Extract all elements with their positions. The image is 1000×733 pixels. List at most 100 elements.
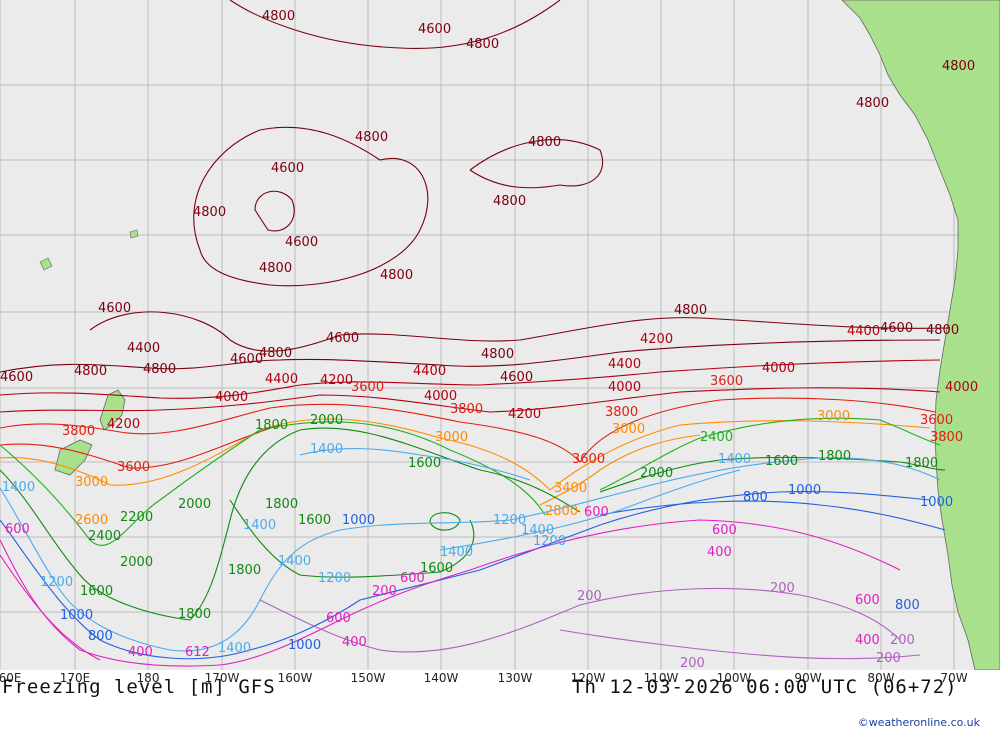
contour-line (0, 339, 941, 373)
contour-value-label: 1800 (905, 456, 938, 471)
longitude-label: 110W (643, 671, 679, 685)
contour-value-label: 4800 (259, 346, 292, 361)
contour-value-label: 3800 (930, 430, 963, 445)
contour-value-label: 200 (890, 633, 915, 648)
contour-value-label: 4200 (640, 332, 673, 347)
contour-value-label: 400 (342, 635, 367, 650)
south-america-landmass (841, 0, 1000, 670)
contour-line (429, 512, 461, 531)
contour-line (89, 311, 951, 352)
contour-value-label: 200 (770, 581, 795, 596)
contour-value-label: 1400 (2, 480, 35, 495)
contour-labels: 4800 4600 4800 4800 4800 4800 4800 4600 4800 4800… (0, 9, 978, 670)
contour-line (229, 499, 475, 578)
contour-line (0, 519, 901, 667)
contour-line (0, 421, 546, 546)
longitude-label: 120W (570, 671, 606, 685)
contour-line (469, 139, 604, 189)
contour-line (0, 554, 101, 661)
contour-value-label: 4800 (856, 96, 889, 111)
contour-line (559, 629, 921, 660)
contour-value-label: 4800 (481, 347, 514, 362)
contour-value-label: 200 (680, 656, 705, 670)
map-canvas: 4800 4600 4800 4800 4800 4800 4800 4600 4800 4800… (0, 0, 1000, 670)
contour-value-label: 2800 (545, 504, 578, 519)
contour-value-label: 4600 (880, 321, 913, 336)
contour-value-label: 1600 (765, 454, 798, 469)
contour-value-label: 4600 (271, 161, 304, 176)
contour-value-label: 4800 (143, 362, 176, 377)
contour-value-label: 1200 (533, 534, 566, 549)
contour-value-label: 2000 (178, 497, 211, 512)
contour-value-label: 1400 (243, 518, 276, 533)
contour-value-label: 1800 (265, 497, 298, 512)
longitude-label: 90W (794, 671, 822, 685)
contour-value-label: 3600 (920, 413, 953, 428)
contour-value-label: 800 (88, 629, 113, 644)
contour-value-label: 2200 (120, 510, 153, 525)
credit-link[interactable]: ©weatheronline.co.uk (857, 716, 980, 729)
contour-value-label: 4400 (608, 357, 641, 372)
fiji-islands (39, 229, 139, 271)
freezing-level-contours (0, 0, 951, 667)
contour-value-label: 3600 (351, 380, 384, 395)
contour-value-label: 4400 (847, 324, 880, 339)
contour-value-label: 2000 (640, 466, 673, 481)
contour-value-label: 4800 (259, 261, 292, 276)
longitude-label: 170E (59, 671, 91, 685)
contour-value-label: 4400 (265, 372, 298, 387)
contour-value-label: 4600 (98, 301, 131, 316)
contour-value-label: 1400 (718, 452, 751, 467)
contour-line (0, 490, 931, 660)
contour-line (0, 397, 936, 463)
contour-line (193, 126, 429, 287)
contour-line (599, 456, 946, 493)
contour-value-label: 4400 (127, 341, 160, 356)
contour-value-label: 4600 (500, 370, 533, 385)
contour-value-label: 3800 (605, 405, 638, 420)
contour-value-label: 4400 (413, 364, 446, 379)
contour-line (0, 427, 581, 621)
contour-value-label: 200 (876, 651, 901, 666)
contour-line (0, 424, 281, 469)
contour-value-label: 1600 (408, 456, 441, 471)
contour-value-label: 3800 (450, 402, 483, 417)
contour-value-label: 4800 (193, 205, 226, 220)
contour-value-label: 1000 (920, 495, 953, 510)
longitude-label: 100W (716, 671, 752, 685)
contour-line (299, 448, 531, 481)
contour-value-label: 400 (855, 633, 880, 648)
contour-value-label: 1400 (521, 523, 554, 538)
longitude-label: 70W (940, 671, 968, 685)
contour-value-label: 4800 (74, 364, 107, 379)
contour-value-label: 4000 (608, 380, 641, 395)
contour-value-label: 4800 (926, 323, 959, 338)
contour-value-label: 3600 (117, 460, 150, 475)
contour-value-label: 2400 (88, 529, 121, 544)
contour-value-label: 400 (707, 545, 732, 560)
contour-value-label: 600 (5, 522, 30, 537)
contour-value-label: 3600 (572, 452, 605, 467)
contour-value-label: 600 (712, 523, 737, 538)
contour-value-label: 1000 (288, 638, 321, 653)
contour-value-label: 4000 (424, 389, 457, 404)
contour-value-label: 1800 (228, 563, 261, 578)
contour-value-label: 4600 (418, 22, 451, 37)
contour-value-label: 3000 (435, 430, 468, 445)
contour-value-label: 1000 (342, 513, 375, 528)
contour-value-label: 3000 (817, 409, 850, 424)
contour-value-label: 4600 (326, 331, 359, 346)
contour-value-label: 1000 (60, 608, 93, 623)
longitude-label: 150W (350, 671, 386, 685)
contour-value-label: 1400 (440, 545, 473, 560)
contour-line (254, 190, 295, 232)
contour-value-label: 600 (326, 611, 351, 626)
contour-value-label: 4800 (355, 130, 388, 145)
contour-value-label: 1600 (80, 584, 113, 599)
contour-line (0, 387, 941, 413)
contour-value-label: 4000 (215, 390, 248, 405)
contour-line (0, 418, 931, 491)
contour-line (439, 469, 741, 551)
contour-value-label: 3600 (710, 374, 743, 389)
contour-value-label: 600 (400, 571, 425, 586)
